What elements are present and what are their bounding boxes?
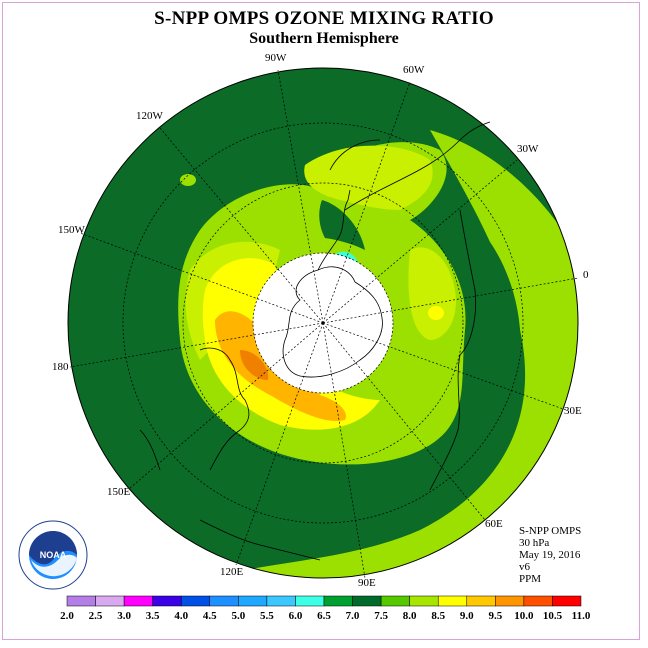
colorbar-tick-label: 4.5 [203, 610, 217, 622]
map-subtitle: Southern Hemisphere [249, 30, 399, 47]
colorbar-tick-label: 2.5 [89, 610, 103, 622]
coastlines [139, 121, 491, 561]
ozone-spot-lime [180, 174, 196, 186]
colorbar-box [495, 595, 525, 607]
colorbar-box [552, 595, 582, 607]
label-30w: 30W [517, 143, 539, 155]
info-units: PPM [519, 573, 542, 585]
colorbar: 2.0 2.5 3.0 3.5 4.0 4.5 5.0 5.5 6.0 6.5 7.0 7.5 8.0 8… [60, 595, 591, 622]
colorbar-box [66, 595, 96, 607]
colorbar-tick-label: 3.5 [146, 610, 160, 622]
label-180: 180 [52, 361, 69, 373]
colorbar-box [209, 595, 239, 607]
colorbar-box [437, 595, 468, 607]
colorbar-box [238, 595, 268, 607]
label-120e: 120E [220, 566, 244, 578]
colorbar-tick-label: 3.0 [117, 610, 131, 622]
label-60w: 60W [403, 64, 425, 76]
colorbar-tick-label: 6.0 [289, 610, 303, 622]
ozone-band-dark-tongue [319, 200, 365, 250]
info-date: May 19, 2016 [519, 549, 581, 561]
label-60e: 60E [485, 518, 503, 530]
colorbar-tick-label: 6.5 [317, 610, 331, 622]
label-90e: 90E [358, 577, 376, 589]
info-instrument: S-NPP OMPS [519, 525, 582, 537]
ozone-band-dark-inner [420, 210, 521, 500]
colorbar-box [152, 595, 182, 607]
noaa-logo-text: NOAA [40, 550, 67, 560]
colorbar-tick-label: 9.0 [460, 610, 474, 622]
ozone-band-yellow-green-east [408, 247, 456, 340]
colorbar-box [523, 595, 553, 607]
colorbar-tick-label: 2.0 [60, 610, 74, 622]
ozone-band-dark-orange [240, 350, 269, 380]
map-title: S-NPP OMPS OZONE MIXING RATIO [154, 8, 494, 29]
graticule [69, 69, 579, 579]
colorbar-tick-label: 4.0 [174, 610, 188, 622]
colorbar-box [95, 595, 125, 607]
colorbar-box [380, 595, 410, 607]
label-120w: 120W [136, 110, 164, 122]
colorbar-box [180, 595, 211, 607]
colorbar-tick-label: 8.5 [431, 610, 445, 622]
colorbar-tick-label: 5.5 [260, 610, 274, 622]
colorbar-ticks: 2.0 2.5 3.0 3.5 4.0 4.5 5.0 5.5 6.0 6.5 7.0 7.5 8.0 8… [60, 610, 591, 622]
label-150w: 150W [58, 224, 86, 236]
ozone-spot-yellow [428, 306, 444, 320]
colorbar-tick-label: 5.0 [231, 610, 245, 622]
colorbar-box [266, 595, 296, 607]
info-block: S-NPP OMPS 30 hPa May 19, 2016 v6 PPM [519, 525, 581, 585]
label-150e: 150E [107, 486, 131, 498]
colorbar-tick-label: 8.0 [403, 610, 417, 622]
colorbar-tick-label: 10.0 [514, 610, 534, 622]
info-level: 30 hPa [519, 537, 550, 549]
colorbar-tick-label: 11.0 [572, 610, 591, 622]
colorbar-tick-label: 7.5 [374, 610, 388, 622]
colorbar-tick-label: 7.0 [346, 610, 360, 622]
info-version: v6 [519, 561, 530, 573]
colorbar-box [323, 595, 353, 607]
figure-frame [2, 2, 640, 640]
colorbar-box [352, 595, 382, 607]
ozone-band-yellow-green-north [304, 145, 433, 210]
noaa-logo: NOAA [18, 520, 88, 590]
map-rim [67, 67, 579, 579]
colorbar-boxes [66, 595, 582, 607]
colorbar-tick-label: 9.5 [488, 610, 502, 622]
colorbar-box [409, 595, 439, 607]
colorbar-box [466, 595, 496, 607]
colorbar-box [295, 595, 325, 607]
colorbar-box [123, 595, 153, 607]
label-0: 0 [583, 269, 589, 281]
colorbar-tick-label: 10.5 [543, 610, 563, 622]
label-30e: 30E [564, 405, 582, 417]
label-90w: 90W [265, 52, 287, 64]
